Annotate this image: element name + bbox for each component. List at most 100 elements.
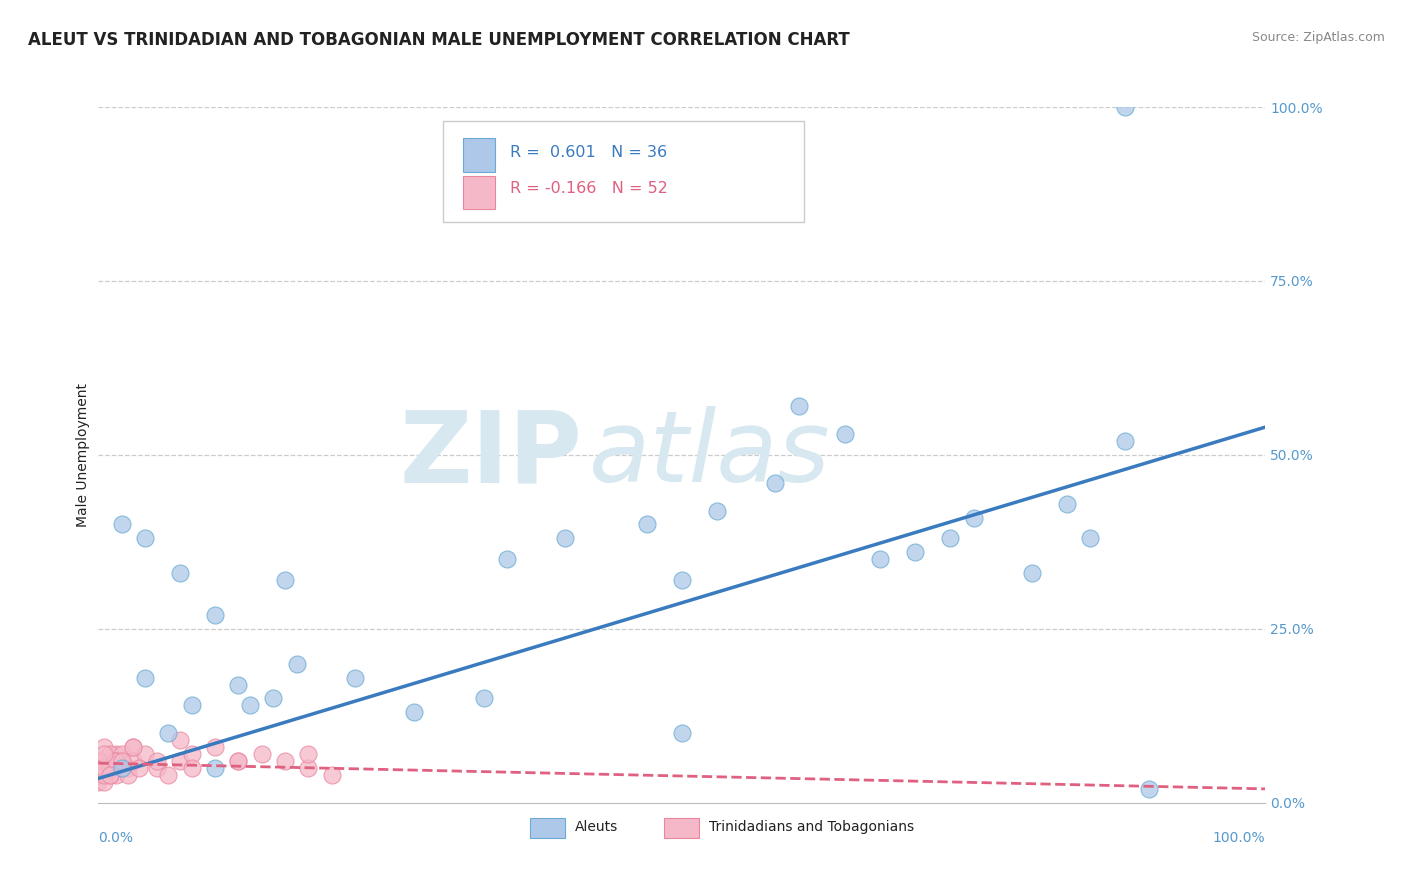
Point <box>321 768 343 782</box>
Point <box>869 552 891 566</box>
Point <box>157 768 180 782</box>
Point <box>111 761 134 775</box>
Point <box>93 747 115 761</box>
Point <box>93 775 115 789</box>
Point <box>87 768 110 782</box>
Point <box>1137 781 1160 796</box>
Point <box>496 552 519 566</box>
Point <box>104 768 127 782</box>
Point <box>169 566 191 581</box>
Point <box>122 740 145 755</box>
Point <box>98 768 121 782</box>
Point <box>285 657 308 671</box>
Point <box>111 747 134 761</box>
Bar <box>463 138 495 172</box>
Point <box>104 754 127 768</box>
Point <box>122 740 145 755</box>
Point <box>117 768 139 782</box>
Point <box>250 747 273 761</box>
Point <box>297 747 319 761</box>
Point <box>93 761 115 775</box>
Text: atlas: atlas <box>589 407 830 503</box>
Point <box>228 754 250 768</box>
Text: R =  0.601   N = 36: R = 0.601 N = 36 <box>510 145 668 161</box>
Y-axis label: Male Unemployment: Male Unemployment <box>76 383 90 527</box>
Point <box>1021 566 1043 581</box>
Text: R = -0.166   N = 52: R = -0.166 N = 52 <box>510 181 668 196</box>
Point <box>111 754 134 768</box>
Point <box>111 761 134 775</box>
FancyBboxPatch shape <box>443 121 804 222</box>
Bar <box>463 176 495 210</box>
Point <box>157 726 180 740</box>
Point <box>93 761 115 775</box>
Point <box>274 754 297 768</box>
Text: ALEUT VS TRINIDADIAN AND TOBAGONIAN MALE UNEMPLOYMENT CORRELATION CHART: ALEUT VS TRINIDADIAN AND TOBAGONIAN MALE… <box>28 31 849 49</box>
Point <box>104 747 127 761</box>
Point <box>93 761 115 775</box>
Point <box>98 747 121 761</box>
Point <box>472 691 495 706</box>
Point <box>134 747 156 761</box>
Point <box>228 677 250 691</box>
Point <box>87 761 110 775</box>
Point <box>180 747 202 761</box>
Point <box>262 691 284 706</box>
Point <box>706 503 728 517</box>
Point <box>239 698 262 713</box>
Point <box>180 698 202 713</box>
Point <box>180 761 202 775</box>
Point <box>204 740 226 755</box>
Text: Source: ZipAtlas.com: Source: ZipAtlas.com <box>1251 31 1385 45</box>
Point <box>402 706 425 720</box>
Point <box>671 573 693 587</box>
Point <box>274 573 297 587</box>
Point <box>904 545 927 559</box>
Point <box>134 532 156 546</box>
Text: 0.0%: 0.0% <box>98 830 134 845</box>
Point <box>939 532 962 546</box>
Point <box>98 768 121 782</box>
Point <box>1114 100 1136 114</box>
Point <box>111 754 134 768</box>
Bar <box>665 818 699 838</box>
Point <box>87 754 110 768</box>
Point <box>204 761 226 775</box>
Point <box>98 754 121 768</box>
Point <box>763 475 786 490</box>
Point <box>1114 434 1136 448</box>
Point <box>169 733 191 747</box>
Bar <box>530 818 565 838</box>
Point <box>104 754 127 768</box>
Point <box>111 517 134 532</box>
Point <box>128 761 150 775</box>
Point <box>93 754 115 768</box>
Point <box>962 510 984 524</box>
Point <box>636 517 658 532</box>
Point <box>204 607 226 622</box>
Point <box>146 754 169 768</box>
Point <box>1056 497 1078 511</box>
Text: Trinidadians and Tobagonians: Trinidadians and Tobagonians <box>709 821 914 834</box>
Point <box>117 761 139 775</box>
Point <box>93 768 115 782</box>
Text: Aleuts: Aleuts <box>575 821 617 834</box>
Point <box>228 754 250 768</box>
Text: ZIP: ZIP <box>399 407 582 503</box>
Point <box>344 671 367 685</box>
Point <box>98 768 121 782</box>
Point <box>122 754 145 768</box>
Point <box>169 754 191 768</box>
Point <box>297 761 319 775</box>
Text: 100.0%: 100.0% <box>1213 830 1265 845</box>
Point <box>111 761 134 775</box>
Point <box>98 761 121 775</box>
Point <box>134 671 156 685</box>
Point <box>93 740 115 755</box>
Point <box>104 754 127 768</box>
Point <box>834 427 856 442</box>
Point <box>554 532 576 546</box>
Point <box>93 768 115 782</box>
Point <box>87 775 110 789</box>
Point <box>671 726 693 740</box>
